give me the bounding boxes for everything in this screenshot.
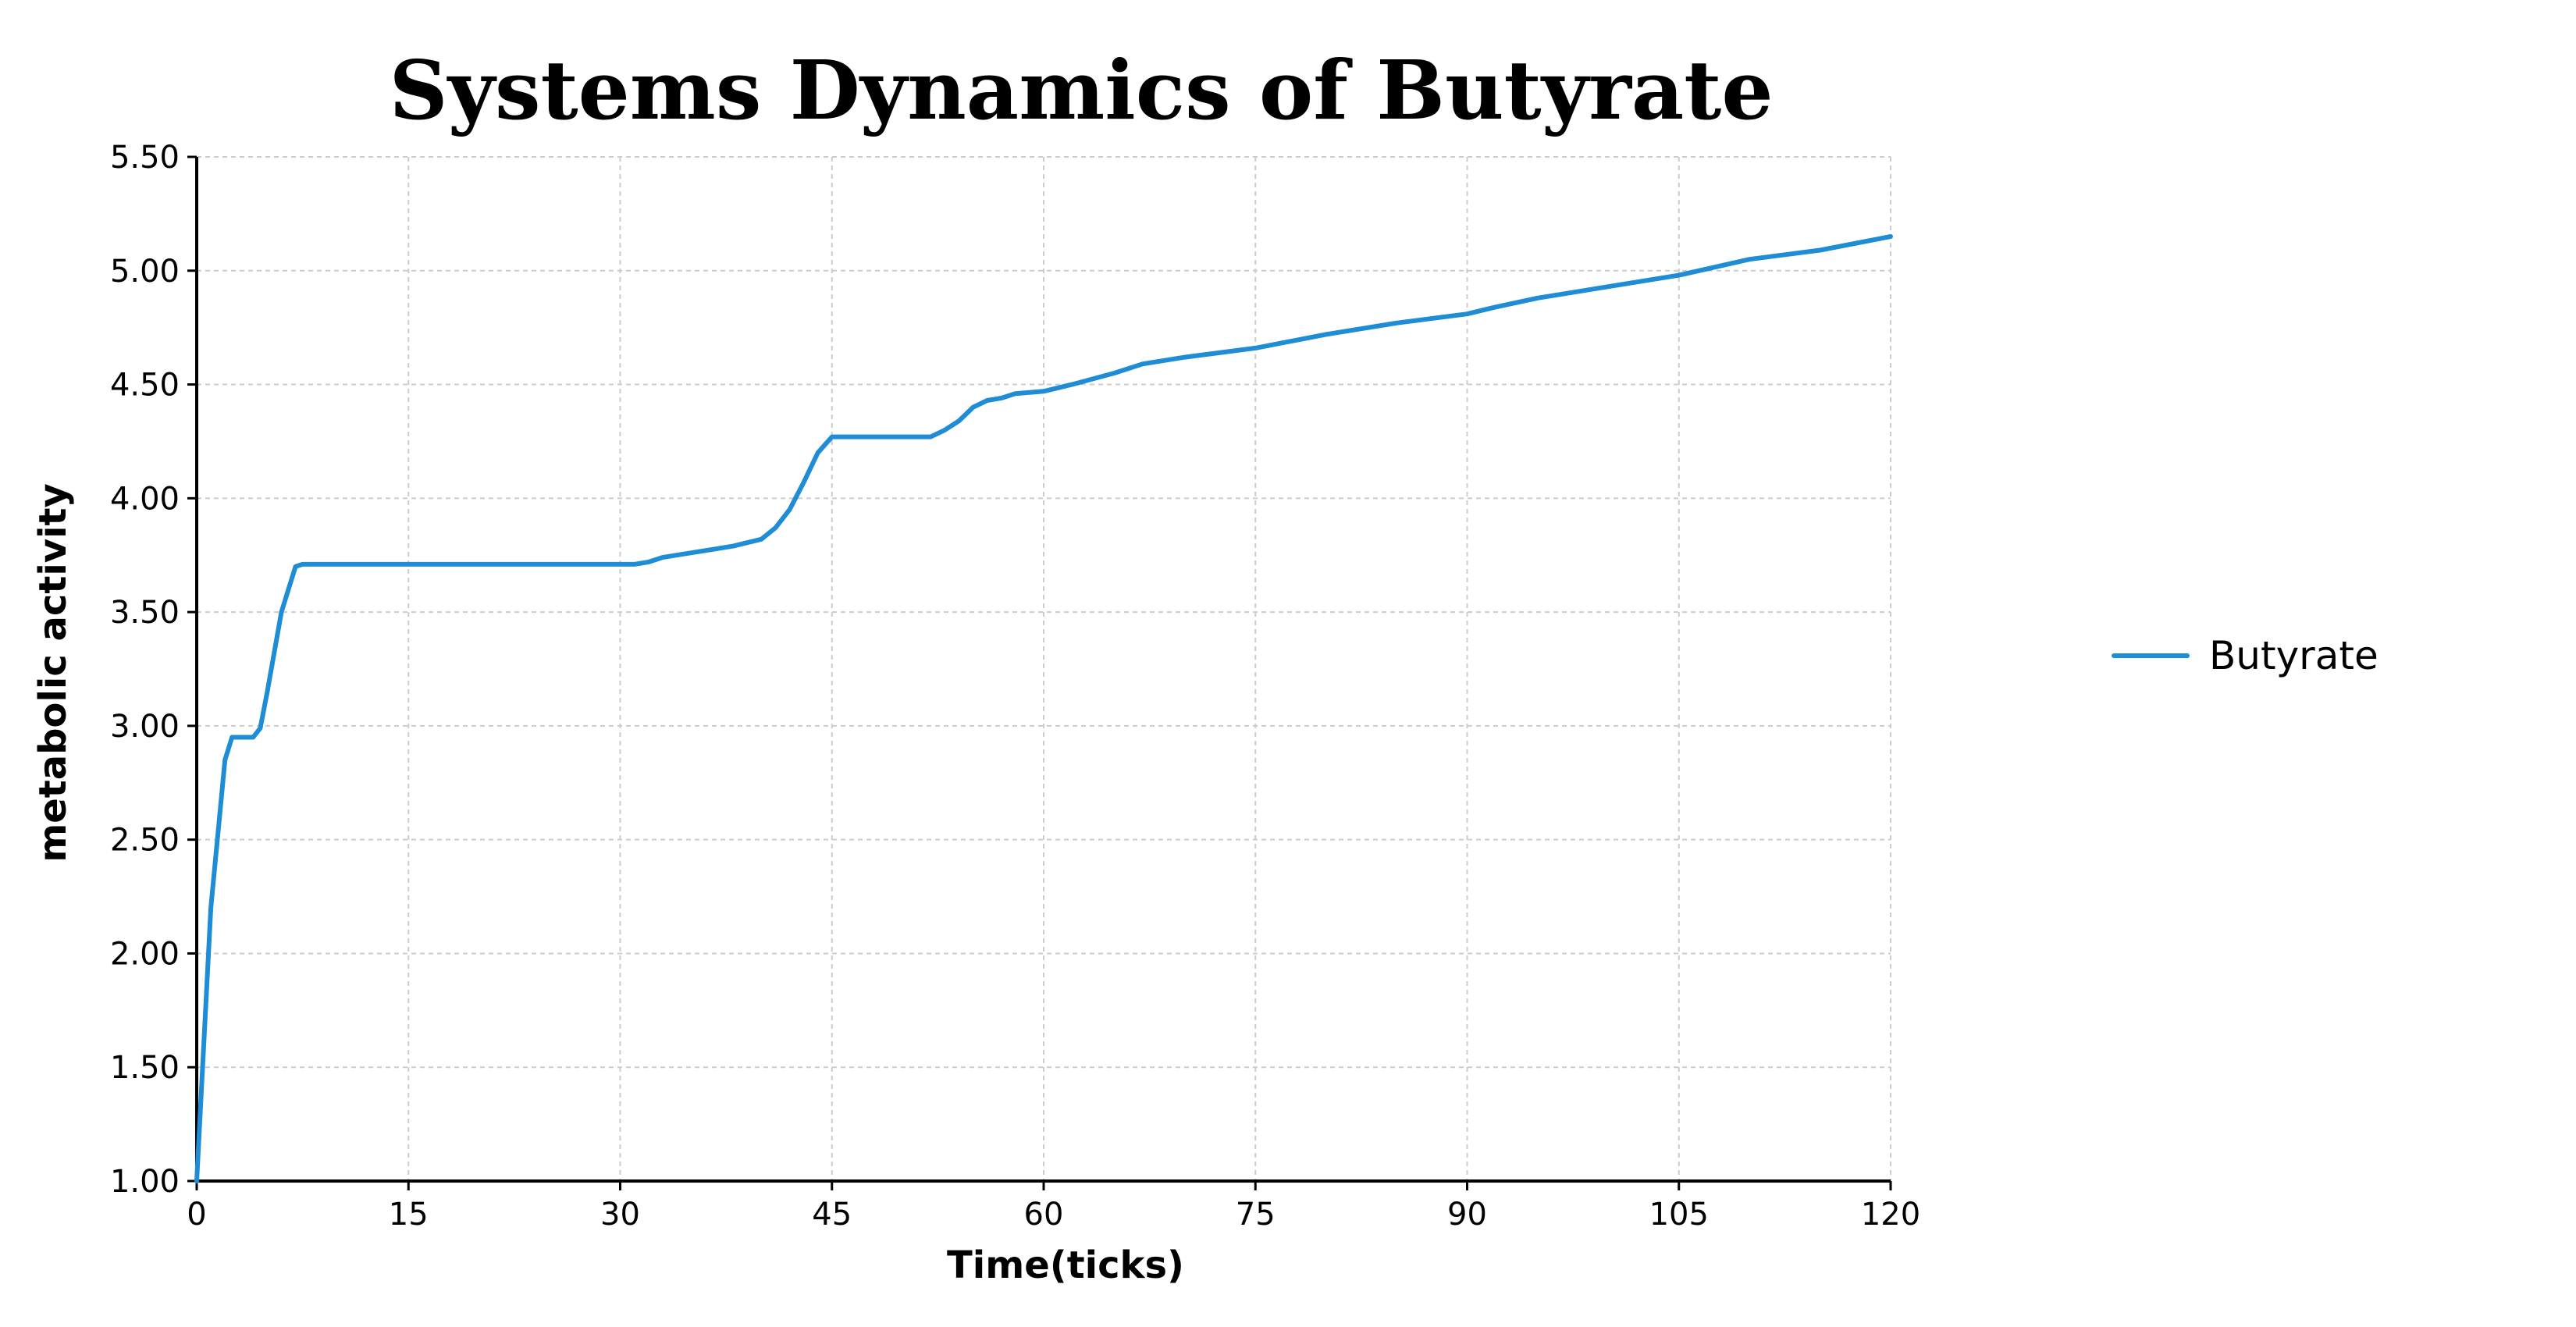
y-tick-label: 4.00: [110, 481, 180, 517]
series-lines: [194, 234, 1893, 1183]
y-tick-label: 5.50: [110, 140, 180, 176]
gridlines: [196, 156, 1891, 1182]
legend: Butyrate: [2112, 633, 2379, 678]
x-tick-label: 75: [1236, 1197, 1276, 1233]
x-tick-label: 105: [1649, 1197, 1709, 1233]
y-tick-label: 2.50: [110, 823, 180, 859]
chart-title: Systems Dynamics of Butyrate: [389, 42, 1773, 138]
tick-labels: 0 15 30 45 60 75 90 105 120 1.00 1.50 2.00 2.50 3.00 3…: [110, 140, 1920, 1233]
y-tick-label: 1.00: [110, 1164, 180, 1200]
y-axis-title: metabolic activity: [31, 483, 75, 863]
x-tick-label: 120: [1861, 1197, 1920, 1233]
x-tick-label: 45: [812, 1197, 852, 1233]
x-tick-label: 0: [187, 1197, 206, 1233]
y-tick-label: 3.00: [110, 709, 180, 745]
x-axis-title: Time(ticks): [947, 1243, 1184, 1287]
series-line-butyrate: [194, 234, 1893, 1183]
x-tick-label: 60: [1024, 1197, 1064, 1233]
axes: [187, 155, 1892, 1190]
legend-label-butyrate: Butyrate: [2209, 633, 2379, 678]
y-tick-label: 5.00: [110, 254, 180, 290]
x-tick-label: 90: [1447, 1197, 1487, 1233]
y-tick-label: 3.50: [110, 595, 180, 631]
x-tick-label: 15: [389, 1197, 429, 1233]
y-tick-label: 4.50: [110, 368, 180, 404]
x-tick-label: 30: [600, 1197, 640, 1233]
y-tick-label: 2.00: [110, 936, 180, 972]
y-tick-label: 1.50: [110, 1050, 180, 1086]
